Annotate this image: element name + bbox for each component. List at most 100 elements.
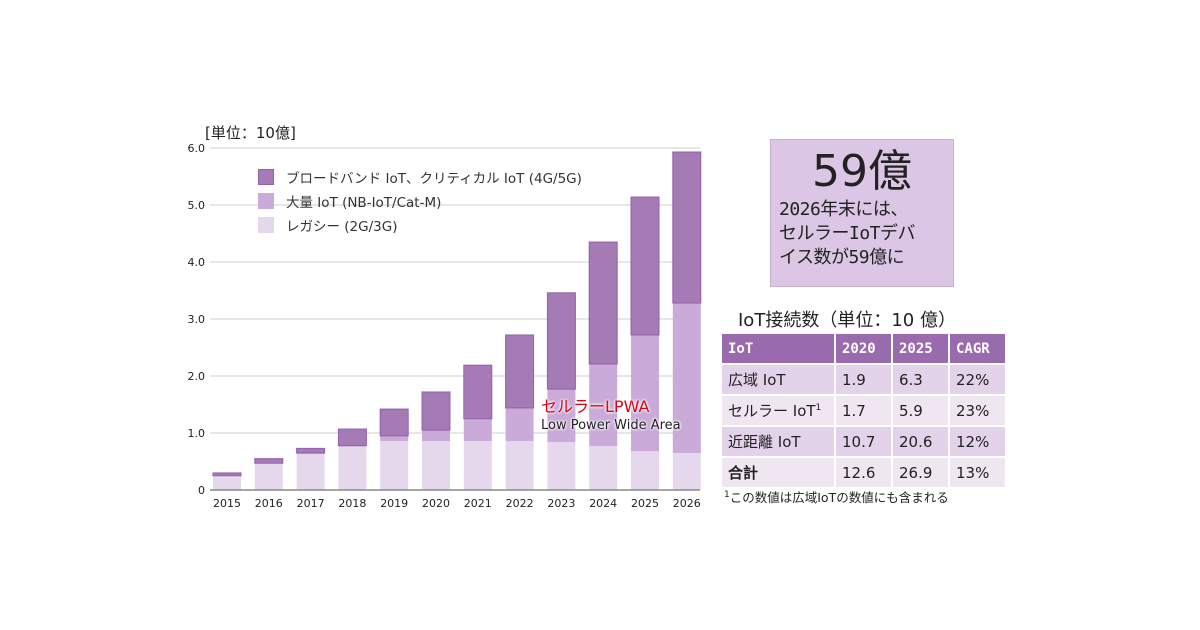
bar-segment-legacy [672, 452, 701, 490]
bar-segment-massive [547, 389, 576, 443]
bar-segment-massive [631, 334, 659, 452]
y-tick-label: 1.0 [188, 427, 206, 440]
row-cagr: 23% [948, 394, 1007, 427]
bar-segment-legacy [463, 440, 492, 490]
table-row: セルラー IoT1 1.7 5.9 23% [720, 394, 1007, 427]
bar-segment-broadband [379, 408, 409, 437]
y-tick-label: 2.0 [188, 370, 206, 383]
bar-segment-legacy [213, 475, 241, 490]
bar-segment-massive [380, 435, 409, 441]
bar-segment-legacy [422, 440, 450, 490]
row-2020: 1.9 [834, 363, 893, 396]
table-row-total: 合計 12.6 26.9 13% [720, 456, 1007, 489]
legend-item-legacy: レガシー (2G/3G) [258, 213, 582, 237]
bar-segment-legacy [547, 442, 576, 490]
legend-label-massive: 大量 IoT (NB-IoT/Cat-M) [286, 195, 442, 211]
row-2025: 6.3 [891, 363, 950, 396]
x-tick-label: 2018 [338, 497, 366, 510]
x-tick-label: 2026 [673, 497, 701, 510]
bar-segment-legacy [338, 446, 367, 490]
row-2020: 1.7 [834, 394, 893, 427]
row-label: 近距離 IoT [720, 425, 836, 458]
row-label: 広域 IoT [720, 363, 836, 396]
table-title: IoT接続数（単位：10 億） [738, 310, 956, 331]
callout-line-2: セルラーIoTデバ [779, 223, 916, 244]
x-tick-label: 2019 [380, 497, 408, 510]
x-tick-label: 2020 [422, 497, 450, 510]
gridlines [210, 147, 700, 434]
bar-segment-broadband [505, 334, 535, 409]
bar-segment-massive [422, 430, 450, 441]
header-iot: IoT [720, 332, 836, 365]
callout-box: 59億 2026年末には、 セルラーIoTデバ イス数が59億に [770, 139, 954, 287]
callout-line-1: 2026年末には、 [779, 199, 908, 220]
bar-segment-legacy [505, 440, 534, 490]
row-2025: 26.9 [891, 456, 950, 489]
bar-segment-broadband [463, 364, 493, 420]
lpwa-annotation-title: セルラーLPWA [541, 397, 650, 416]
bar-segment-broadband [630, 196, 660, 336]
bar-segment-legacy [296, 454, 325, 490]
bar-segment-legacy [631, 451, 659, 490]
axes: 0 1.0 2.0 3.0 4.0 5.0 6.0 2015 2016 2017 2018 2019 2… [188, 142, 701, 510]
row-2025: 5.9 [891, 394, 950, 427]
row-2025: 20.6 [891, 425, 950, 458]
bar-segment-massive [672, 303, 701, 453]
legend-item-massive: 大量 IoT (NB-IoT/Cat-M) [258, 189, 582, 213]
bar-segment-broadband [546, 292, 576, 390]
y-tick-label: 6.0 [188, 142, 206, 155]
x-tick-label: 2021 [464, 497, 492, 510]
bar-segment-massive [338, 445, 367, 447]
bar-segment-broadband [254, 458, 284, 464]
table-header-row: IoT 2020 2025 CAGR [720, 332, 1007, 365]
row-label: セルラー IoT1 [720, 394, 836, 427]
bar-segment-broadband [212, 472, 242, 477]
table-row: 広域 IoT 1.9 6.3 22% [720, 363, 1007, 396]
bar-segment-broadband [672, 151, 702, 304]
lpwa-annotation-subtitle: Low Power Wide Area [541, 418, 681, 433]
table-row: 近距離 IoT 10.7 20.6 12% [720, 425, 1007, 458]
x-tick-label: 2016 [255, 497, 283, 510]
legend: ブロードバンド IoT、クリティカル IoT (4G/5G) 大量 IoT (N… [258, 165, 582, 237]
legend-label-broadband: ブロードバンド IoT、クリティカル IoT (4G/5G) [286, 171, 582, 187]
bar-segment-massive [505, 407, 534, 441]
row-cagr: 22% [948, 363, 1007, 396]
bar-segment-broadband [588, 241, 618, 365]
y-tick-label: 4.0 [188, 256, 206, 269]
bar-segment-broadband [421, 391, 451, 431]
bar-segment-massive [296, 452, 325, 455]
bar-segment-legacy [380, 440, 409, 490]
bar-segment-massive [589, 364, 618, 447]
iot-connections-table: IoT 2020 2025 CAGR 広域 IoT 1.9 6.3 22% セル… [720, 332, 1007, 489]
x-tick-label: 2022 [506, 497, 534, 510]
x-tick-label: 2025 [631, 497, 659, 510]
x-tick-label: 2017 [297, 497, 325, 510]
bar-segment-broadband [337, 428, 367, 447]
header-cagr: CAGR [948, 332, 1007, 365]
row-2020: 10.7 [834, 425, 893, 458]
header-2020: 2020 [834, 332, 893, 365]
x-tick-label: 2023 [547, 497, 575, 510]
legend-label-legacy: レガシー (2G/3G) [286, 219, 398, 235]
legend-swatch-legacy [258, 217, 274, 233]
y-tick-label: 3.0 [188, 313, 206, 326]
x-tick-label: 2024 [589, 497, 617, 510]
bar-segment-legacy [254, 463, 283, 490]
bar-segment-massive [463, 418, 492, 441]
callout-headline: 59億 [812, 146, 912, 197]
legend-item-broadband: ブロードバンド IoT、クリティカル IoT (4G/5G) [258, 165, 582, 189]
row-cagr: 12% [948, 425, 1007, 458]
row-2020: 12.6 [834, 456, 893, 489]
lpwa-annotation: セルラーLPWA Low Power Wide Area [541, 397, 681, 435]
y-tick-label: 0 [198, 484, 205, 497]
bar-segment-broadband [296, 447, 326, 454]
table-footnote: 1この数値は広域IoTの数値にも含まれる [724, 489, 949, 505]
header-2025: 2025 [891, 332, 950, 365]
bars [212, 151, 702, 490]
y-tick-label: 5.0 [188, 199, 206, 212]
unit-label: [単位：10億] [205, 124, 296, 142]
bar-segment-legacy [589, 446, 618, 490]
row-label: 合計 [720, 456, 836, 489]
legend-swatch-broadband [258, 169, 274, 185]
